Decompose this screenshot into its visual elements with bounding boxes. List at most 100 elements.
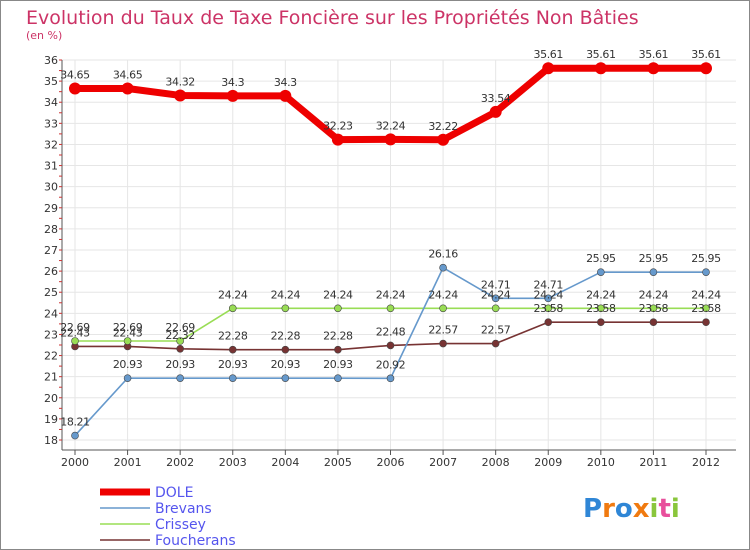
data-label: 34.32	[165, 75, 195, 88]
data-point	[702, 318, 710, 327]
data-label: 35.61	[586, 48, 616, 61]
data-label: 22.43	[113, 326, 143, 339]
data-label: 20.93	[271, 358, 301, 371]
data-label: 24.24	[271, 288, 301, 301]
data-point	[176, 374, 184, 382]
data-point	[491, 294, 500, 303]
proxiti-logo: Proxiti	[583, 494, 680, 524]
data-label: 20.93	[218, 358, 248, 371]
data-point	[386, 374, 395, 383]
data-point	[334, 304, 342, 313]
y-tick-label: 20	[44, 392, 58, 405]
data-point	[491, 304, 500, 313]
data-label: 22.28	[218, 330, 248, 343]
data-point	[649, 304, 658, 313]
data-point	[121, 82, 134, 95]
data-point	[542, 62, 555, 75]
data-label: 23.58	[691, 302, 721, 315]
y-tick-label: 19	[44, 413, 58, 426]
data-point	[281, 345, 290, 354]
data-label: 25.95	[639, 252, 669, 265]
data-label: 24.24	[534, 288, 564, 301]
y-tick-label: 18	[44, 434, 58, 447]
x-tick-label: 2002	[166, 456, 194, 469]
data-label: 20.93	[165, 358, 195, 371]
x-tick-label: 2008	[482, 456, 510, 469]
data-label: 18.21	[60, 416, 90, 429]
data-point	[334, 374, 342, 382]
series-group: 34.65 34.65 34.32 34.3 34.3 32.23 32.24 32.22 33…	[60, 48, 722, 440]
data-label: 34.65	[113, 69, 143, 82]
data-label: 35.61	[691, 48, 721, 61]
data-label: 24.71	[481, 278, 511, 291]
x-tick-label: 2010	[587, 456, 615, 469]
x-tick-label: 2006	[377, 456, 405, 469]
axes: 18 19 20 21 22 23 24 25 26 27 28 29 30 31 32 33 34 35 36 20…	[44, 54, 736, 469]
data-label: 22.43	[60, 326, 90, 339]
y-tick-label: 21	[44, 371, 58, 384]
data-label: 22.57	[481, 324, 511, 337]
x-tick-label: 2003	[219, 456, 247, 469]
data-point	[597, 268, 605, 276]
y-tick-label: 33	[44, 117, 58, 130]
data-label: 23.58	[639, 302, 669, 315]
data-label: 20.93	[323, 358, 353, 371]
data-label: 35.61	[639, 48, 669, 61]
data-label: 33.54	[481, 92, 511, 105]
y-tick-label: 25	[44, 286, 58, 299]
data-point	[69, 82, 81, 95]
data-point	[176, 344, 184, 353]
data-point	[439, 263, 447, 272]
data-point	[386, 304, 395, 313]
data-point	[228, 374, 237, 382]
data-label: 22.28	[323, 330, 353, 343]
data-label: 24.24	[376, 288, 406, 301]
y-tick-label: 35	[44, 75, 58, 88]
data-label: 24.24	[218, 288, 248, 301]
legend-label: Foucherans	[155, 533, 236, 549]
y-tick-label: 29	[44, 202, 58, 215]
x-tick-label: 2004	[271, 456, 299, 469]
data-label: 25.95	[691, 252, 721, 265]
data-label: 22.69	[165, 321, 195, 334]
data-point	[176, 337, 184, 345]
data-label: 24.71	[534, 278, 564, 291]
data-label: 34.3	[274, 76, 297, 89]
data-point	[71, 337, 79, 345]
logo-text: Proxiti	[583, 494, 680, 524]
data-label: 20.93	[113, 358, 143, 371]
data-point	[439, 339, 447, 348]
data-point	[71, 431, 79, 440]
y-tick-label: 30	[44, 181, 58, 194]
data-label: 24.24	[428, 288, 458, 301]
data-point	[123, 374, 132, 382]
data-label: 20.92	[376, 358, 406, 371]
data-label: 25.95	[586, 252, 616, 265]
data-point	[123, 337, 132, 345]
data-point	[437, 133, 450, 146]
data-label: 24.24	[323, 288, 353, 301]
data-point	[174, 89, 187, 102]
data-point	[491, 339, 500, 348]
y-tick-label: 27	[44, 244, 58, 257]
y-tick-label: 28	[44, 223, 58, 236]
data-label: 35.61	[534, 48, 564, 61]
y-tick-label: 36	[44, 54, 58, 67]
x-tick-label: 2007	[429, 456, 457, 469]
grid	[62, 59, 736, 450]
data-label: 26.16	[428, 248, 458, 261]
data-point	[649, 268, 658, 276]
data-label: 22.32	[165, 329, 195, 342]
data-label: 32.23	[323, 120, 353, 133]
data-label: 34.3	[221, 76, 244, 89]
data-point	[597, 318, 605, 327]
data-point	[702, 304, 710, 313]
data-point	[331, 133, 344, 146]
data-point	[279, 89, 292, 102]
x-tick-label: 2012	[692, 456, 720, 469]
legend-label: DOLE	[155, 485, 193, 501]
data-point	[386, 341, 395, 350]
